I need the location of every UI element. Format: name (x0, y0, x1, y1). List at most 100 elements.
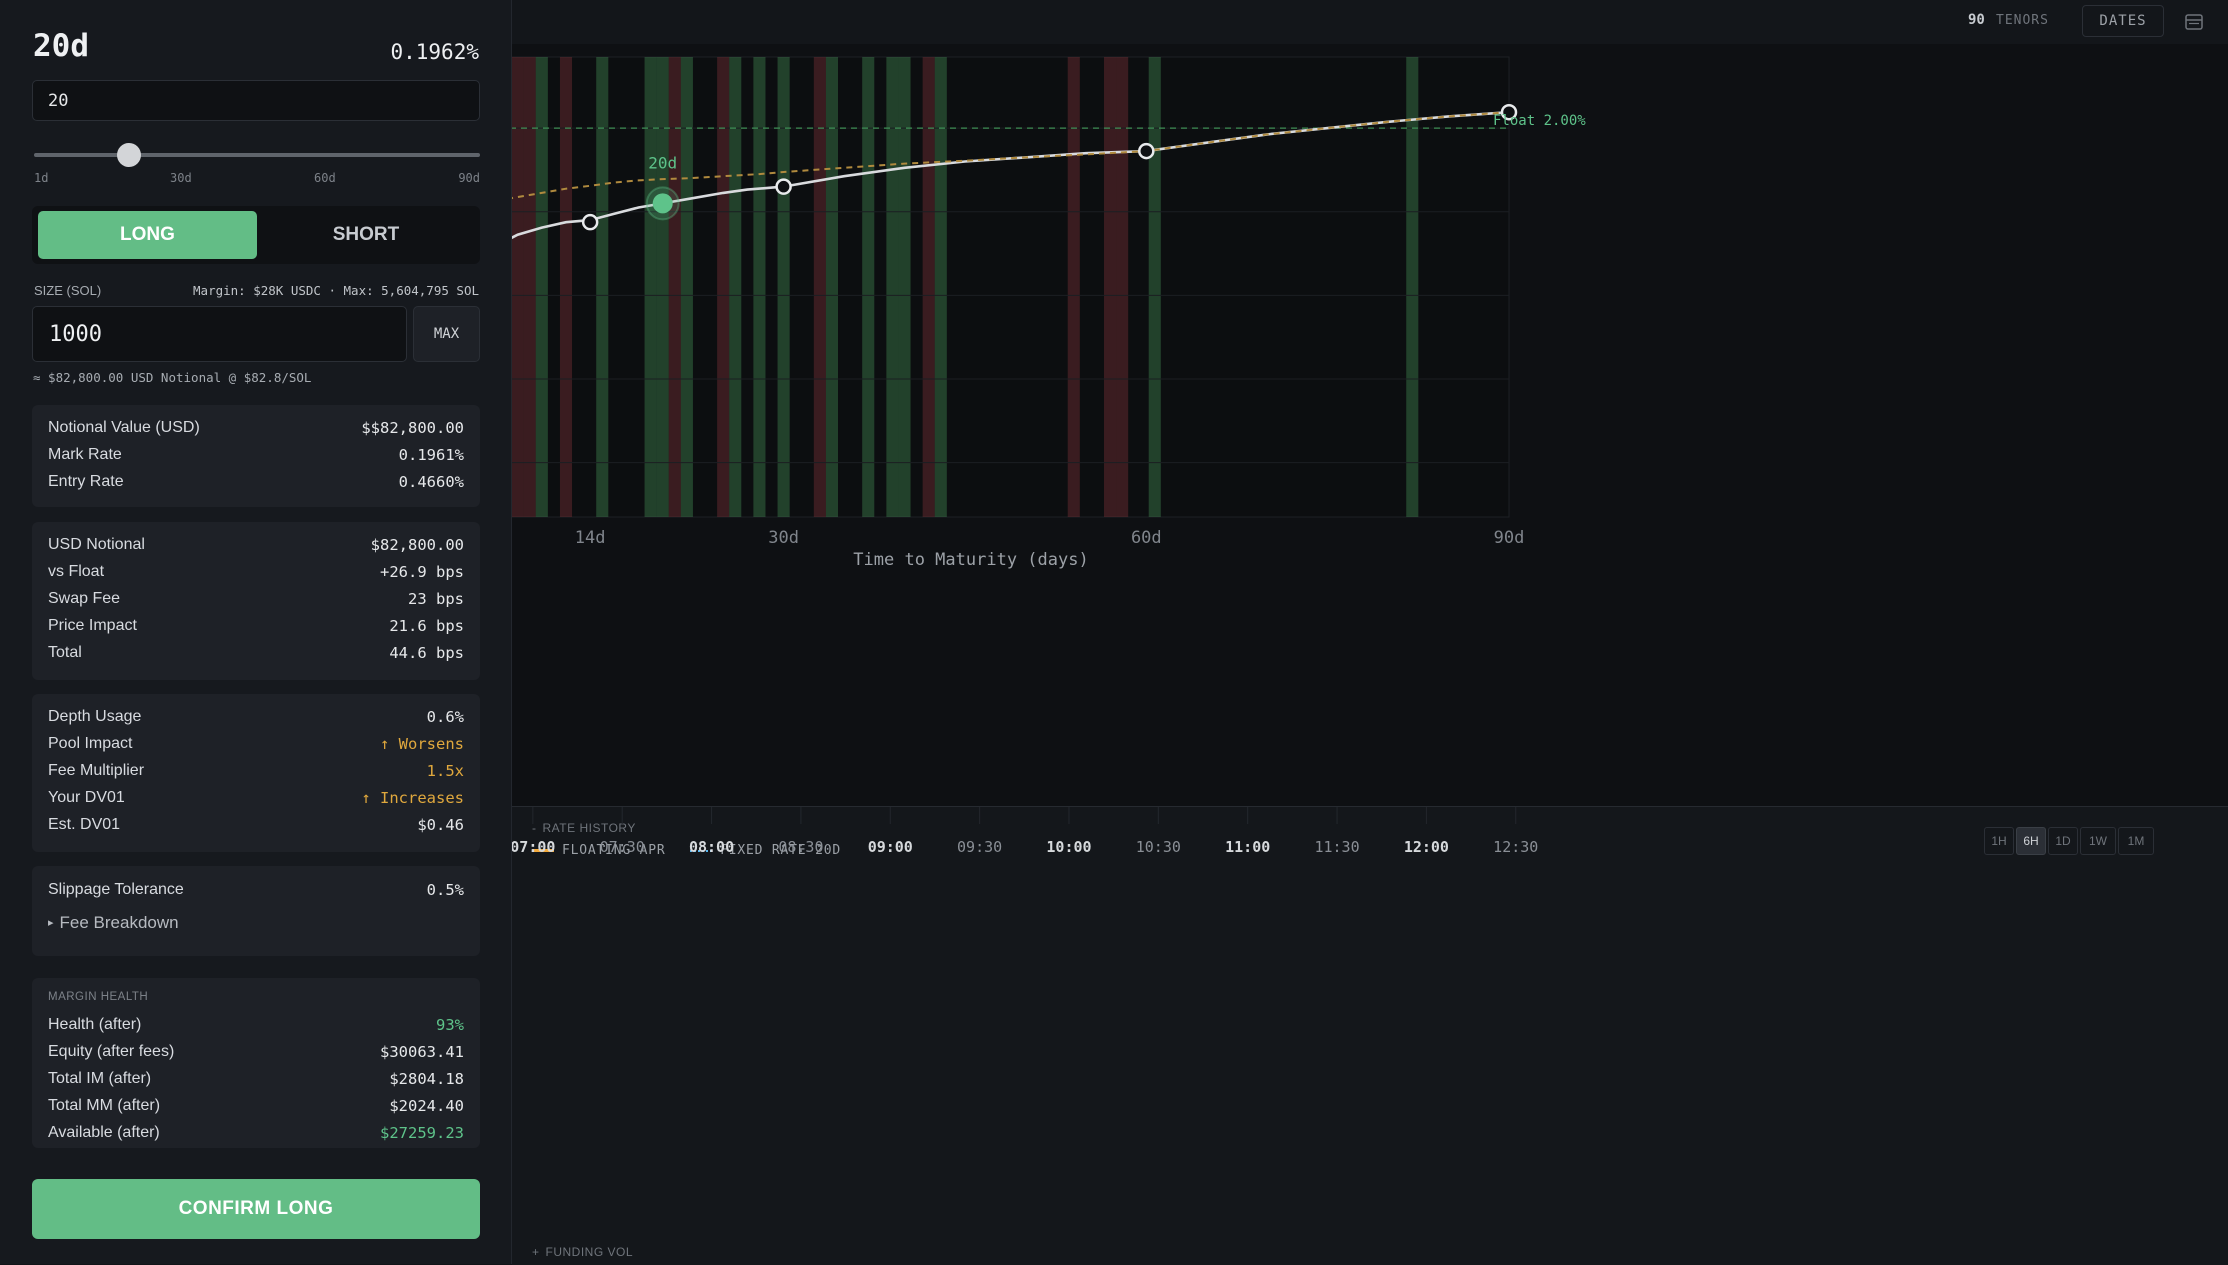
summary-value: 0.1961% (398, 446, 464, 464)
slider-tick-60d: 60d (314, 171, 336, 185)
tenor-marker[interactable] (1138, 142, 1155, 160)
slider-tick-30d: 30d (170, 171, 192, 185)
tenor-band-negative[interactable] (1116, 57, 1129, 517)
floating-legend-label: FLOATING APR (562, 843, 666, 858)
fee-breakdown-toggle[interactable]: ▸ Fee Breakdown (48, 913, 179, 933)
cost-label: USD Notional (48, 536, 145, 553)
summary-value: 0.4660% (398, 473, 464, 491)
margin-row: Available (after) $27259.23 (48, 1121, 464, 1147)
x-tick-label: 30d (768, 528, 799, 548)
summary-value: $$82,800.00 (361, 419, 464, 437)
expand-toggle[interactable]: + (532, 1245, 540, 1259)
tenor-band-positive[interactable] (898, 57, 911, 517)
tenor-band-positive[interactable] (729, 57, 742, 517)
depth-label: Your DV01 (48, 789, 125, 806)
cost-row: Price Impact 21.6 bps (48, 614, 464, 640)
range-1w-button[interactable]: 1W (2080, 827, 2116, 855)
history-legend: FLOATING APR FIXED RATE 20D (532, 843, 841, 861)
tenor-band-negative[interactable] (717, 57, 730, 517)
tenor-band-positive[interactable] (656, 57, 669, 517)
range-1m-button[interactable]: 1M (2118, 827, 2154, 855)
collapse-toggle[interactable]: - (532, 821, 537, 835)
history-x-tick-label: 09:00 (868, 838, 913, 856)
calendar-icon[interactable] (2182, 10, 2206, 34)
range-1h-button[interactable]: 1H (1984, 827, 2014, 855)
tenor-band-negative[interactable] (511, 57, 524, 517)
margin-row: Equity (after fees) $30063.41 (48, 1040, 464, 1066)
tenor-input[interactable] (32, 80, 480, 121)
depth-row: Est. DV01 $0.46 (48, 813, 464, 839)
margin-value: $2024.40 (389, 1097, 464, 1115)
tenor-band-positive[interactable] (1406, 57, 1419, 517)
fixed-legend-label: FIXED RATE 20D (720, 843, 841, 858)
margin-row: Total IM (after) $2804.18 (48, 1067, 464, 1093)
max-button[interactable]: MAX (413, 306, 480, 362)
tenor-band-negative[interactable] (1103, 57, 1117, 517)
rate-history-chart[interactable]: 12.00%8.00%4.00%-4.00%-8.00%-12.00%07:00… (512, 807, 2228, 1265)
float-rate-label: Float 2.00% (1493, 113, 1586, 129)
cost-label: Price Impact (48, 617, 137, 634)
long-button[interactable]: LONG (38, 211, 257, 259)
dates-button[interactable]: DATES (2082, 5, 2164, 37)
tenor-band-negative[interactable] (668, 57, 681, 517)
tenor-band-negative[interactable] (523, 57, 536, 517)
size-input[interactable] (32, 306, 407, 362)
summary-card: Notional Value (USD) $$82,800.00 Mark Rat… (32, 405, 480, 507)
x-axis-label: Time to Maturity (days) (853, 550, 1088, 570)
tenor-band-negative[interactable] (1067, 57, 1080, 517)
tenor-marker[interactable] (1500, 103, 1518, 121)
margin-value: $2804.18 (389, 1070, 464, 1088)
cost-value: $82,800.00 (370, 536, 464, 554)
tenor-band-positive[interactable] (535, 57, 548, 517)
tenor-band-positive[interactable] (777, 57, 790, 517)
history-x-tick-label: 08:30 (778, 838, 823, 856)
yield-curve-chart[interactable]: 2%0%-2%-4%-6%1d14d30d60d90dTime to Matur… (365, 44, 2228, 806)
cost-row: Swap Fee 23 bps (48, 587, 464, 613)
selected-tenor-point[interactable] (652, 193, 673, 214)
slider-tick-1d: 1d (34, 171, 49, 185)
cost-row: Total 44.6 bps (48, 641, 464, 667)
tenor-band-positive[interactable] (862, 57, 875, 517)
cost-value: 44.6 bps (389, 644, 464, 662)
depth-value: 0.6% (426, 708, 464, 726)
margin-info: Margin: $28K USDC · Max: 5,604,795 SOL (193, 283, 479, 298)
cost-value: 23 bps (408, 590, 464, 608)
tenor-band-positive[interactable] (1148, 57, 1161, 517)
cost-row: USD Notional $82,800.00 (48, 533, 464, 559)
depth-label: Depth Usage (48, 708, 142, 725)
depth-value: ↑ Increases (361, 789, 464, 807)
tenor-band-negative[interactable] (922, 57, 935, 517)
history-x-tick-label: 07:00 (512, 838, 555, 856)
tenor-band-positive[interactable] (825, 57, 839, 517)
slippage-value[interactable]: 0.5% (426, 881, 464, 899)
depth-label: Est. DV01 (48, 816, 121, 833)
funding-vol-header[interactable]: + FUNDING VOL (532, 1245, 633, 1259)
tenor-band-positive[interactable] (680, 57, 693, 517)
margin-row: Total MM (after) $2024.40 (48, 1094, 464, 1120)
slider-thumb[interactable] (117, 143, 142, 167)
tenor-band-negative[interactable] (559, 57, 573, 517)
range-6h-button[interactable]: 6H (2016, 827, 2046, 855)
margin-health-title: MARGIN HEALTH (48, 991, 149, 1003)
tenor-marker[interactable] (581, 213, 599, 231)
tenor-band-negative[interactable] (813, 57, 826, 517)
depth-row: Your DV01 ↑ Increases (48, 786, 464, 812)
tenor-slider[interactable] (34, 141, 480, 169)
summary-label: Mark Rate (48, 446, 122, 463)
rate-history-header[interactable]: - RATE HISTORY (532, 821, 636, 835)
margin-value: $30063.41 (380, 1043, 464, 1061)
tenor-band-positive[interactable] (644, 57, 657, 517)
tenor-marker[interactable] (775, 178, 792, 195)
summary-row: Mark Rate 0.1961% (48, 443, 464, 469)
confirm-long-button[interactable]: CONFIRM LONG (32, 1179, 480, 1239)
short-button[interactable]: SHORT (332, 224, 400, 245)
tenor-band-positive[interactable] (886, 57, 899, 517)
tenor-band-positive[interactable] (934, 57, 947, 517)
tenors-label: TENORS (1996, 13, 2049, 28)
margin-row: Health (after) 93% (48, 1013, 464, 1039)
margin-health-card: MARGIN HEALTH Health (after) 93% Equity (… (32, 978, 480, 1148)
range-1d-button[interactable]: 1D (2048, 827, 2078, 855)
summary-row: Entry Rate 0.4660% (48, 470, 464, 496)
tenor-band-positive[interactable] (596, 57, 609, 517)
tenor-band-positive[interactable] (753, 57, 766, 517)
